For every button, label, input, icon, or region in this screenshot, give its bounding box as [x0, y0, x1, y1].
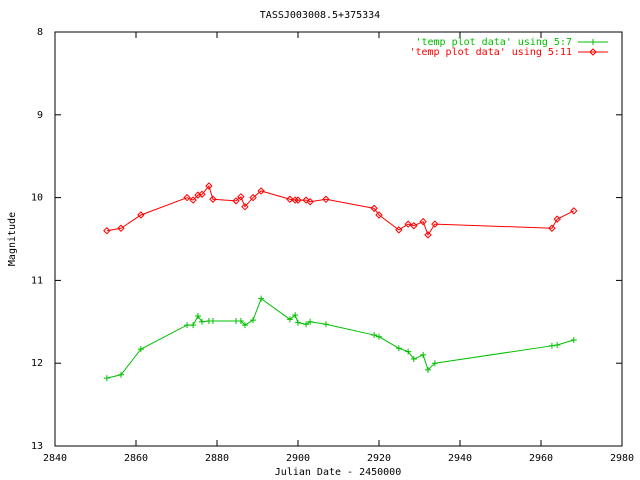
point — [241, 322, 248, 329]
point — [306, 198, 314, 206]
point — [205, 182, 213, 190]
legend-label: 'temp plot data' using 5:7 — [415, 37, 572, 48]
x-tick-label: 2960 — [529, 453, 553, 464]
point — [241, 203, 249, 211]
point — [209, 317, 216, 324]
legend-marker — [590, 39, 596, 45]
point — [405, 348, 412, 355]
point — [286, 316, 293, 323]
y-tick-label: 9 — [37, 110, 43, 121]
point — [189, 196, 197, 204]
x-tick-label: 2940 — [448, 453, 472, 464]
point — [420, 351, 427, 358]
point — [137, 211, 145, 219]
point — [425, 366, 432, 373]
point — [103, 227, 111, 235]
point — [250, 317, 257, 324]
legend-marker — [589, 48, 597, 56]
point — [404, 220, 412, 228]
point — [548, 224, 556, 232]
point — [237, 193, 245, 201]
series-line — [106, 184, 575, 236]
point — [137, 346, 144, 353]
point — [118, 371, 125, 378]
series-line — [106, 297, 574, 379]
x-tick-label: 2880 — [205, 453, 229, 464]
point — [194, 191, 202, 199]
point — [322, 195, 330, 203]
point — [371, 332, 378, 339]
point — [194, 313, 201, 320]
point — [303, 321, 310, 328]
y-axis-label: Magnitude — [7, 212, 18, 266]
point — [395, 226, 403, 234]
point — [419, 217, 427, 226]
point — [395, 345, 402, 352]
point — [424, 231, 432, 239]
point — [570, 337, 577, 344]
point — [258, 295, 265, 302]
point — [570, 207, 578, 215]
point — [190, 322, 197, 329]
point — [103, 375, 110, 382]
point — [431, 360, 438, 367]
point — [184, 322, 191, 329]
x-tick-label: 2860 — [124, 453, 148, 464]
point — [294, 196, 302, 204]
legend-label: 'temp plot data' using 5:11 — [409, 47, 572, 58]
x-axis-label: Julian Date - 2450000 — [275, 467, 401, 478]
point — [410, 222, 418, 230]
chart-title: TASSJ003008.5+375334 — [260, 10, 380, 21]
point — [183, 193, 191, 202]
point — [198, 190, 206, 198]
x-tick-label: 2920 — [367, 453, 391, 464]
point — [410, 356, 417, 363]
point — [199, 318, 206, 325]
point — [249, 193, 257, 202]
y-tick-label: 11 — [31, 275, 43, 286]
point — [370, 204, 378, 213]
point — [376, 333, 382, 340]
x-tick-label: 2900 — [286, 453, 310, 464]
point — [548, 342, 555, 349]
point — [322, 321, 329, 328]
x-tick-label: 2840 — [43, 453, 67, 464]
plot-frame — [54, 31, 623, 447]
y-tick-label: 8 — [37, 27, 43, 38]
point — [295, 319, 301, 326]
point — [292, 312, 299, 319]
point — [554, 341, 561, 348]
point — [232, 197, 240, 205]
x-tick-label: 2980 — [610, 453, 634, 464]
point — [431, 220, 439, 228]
point — [375, 211, 383, 219]
point — [307, 318, 314, 325]
point — [237, 317, 244, 324]
y-tick-label: 13 — [31, 441, 43, 452]
point — [117, 224, 125, 232]
point — [257, 187, 265, 195]
point — [209, 195, 217, 203]
point — [291, 196, 299, 204]
y-tick-label: 12 — [31, 358, 43, 369]
y-tick-label: 10 — [31, 193, 43, 204]
point — [553, 215, 561, 223]
